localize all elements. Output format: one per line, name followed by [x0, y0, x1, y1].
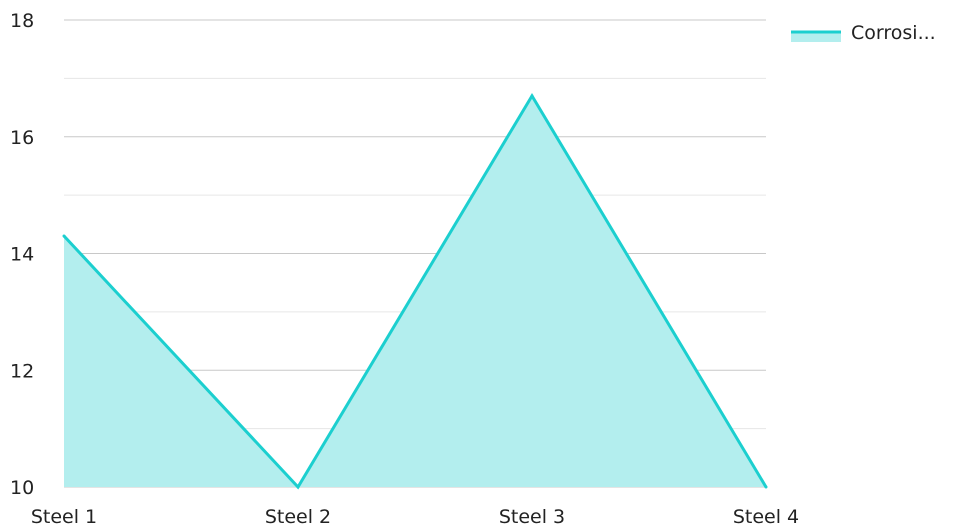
data-point-1	[62, 234, 66, 238]
legend-swatch-fill	[791, 31, 841, 42]
x-tick-label: Steel 4	[733, 506, 799, 526]
data-point-4	[764, 485, 768, 489]
data-point-2	[296, 485, 300, 489]
legend-label: Corrosi...	[851, 22, 936, 44]
y-axis-ticks: 10 12 14 16 18	[10, 10, 34, 499]
y-tick-label: 16	[10, 127, 34, 149]
series-line	[62, 92, 768, 490]
x-tick-label: Steel 3	[499, 506, 565, 526]
x-tick-label: Steel 1	[31, 506, 97, 526]
y-tick-label: 12	[10, 360, 34, 382]
series-area-layer	[62, 92, 768, 490]
x-tick-label: Steel 2	[265, 506, 331, 526]
y-tick-label: 10	[10, 477, 34, 499]
data-point-3	[530, 94, 534, 98]
y-tick-label: 18	[10, 10, 34, 32]
y-tick-label: 14	[10, 244, 34, 266]
legend: Corrosi...	[791, 22, 936, 44]
x-axis-ticks: Steel 1 Steel 2 Steel 3 Steel 4	[31, 506, 799, 526]
